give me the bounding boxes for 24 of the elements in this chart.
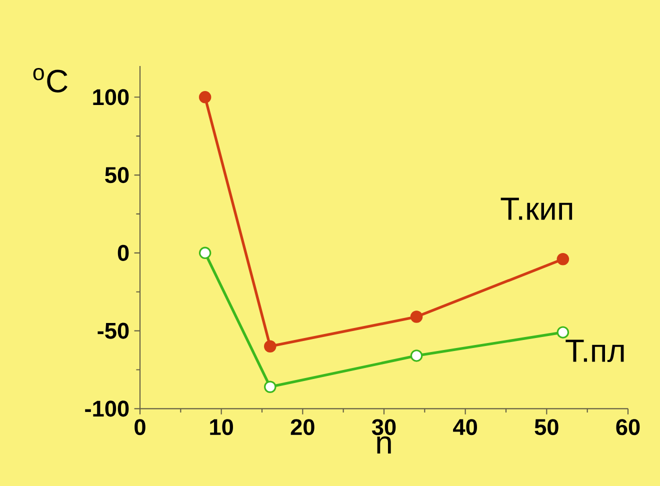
- x-tick-label: 10: [210, 419, 233, 436]
- y-tick-label: 50: [105, 167, 129, 184]
- point: [198, 91, 212, 104]
- point: [556, 253, 570, 266]
- y-tick-label: 100: [93, 89, 129, 106]
- x-tick-label: 30: [372, 419, 396, 436]
- point: [264, 380, 276, 393]
- x-tick-label: 60: [616, 419, 640, 436]
- x-axis-title: n: [377, 436, 391, 454]
- point: [556, 326, 570, 338]
- series-label: Т.кип: [500, 198, 572, 220]
- point: [198, 246, 212, 260]
- y-tick-label: -100: [85, 400, 129, 417]
- y-tick-label: 0: [118, 244, 129, 261]
- x-tick-label: 40: [453, 419, 477, 436]
- point: [410, 310, 423, 323]
- x-tick-label: 0: [134, 419, 146, 436]
- point: [264, 340, 276, 352]
- x-tick-label: 20: [290, 419, 314, 436]
- series-label: Т.пл: [566, 340, 624, 362]
- x-tick-label: 50: [534, 419, 558, 436]
- y-tick-label: -50: [98, 322, 129, 339]
- point: [410, 350, 423, 362]
- y-axis-title: $^{o}$C: [33, 68, 68, 92]
